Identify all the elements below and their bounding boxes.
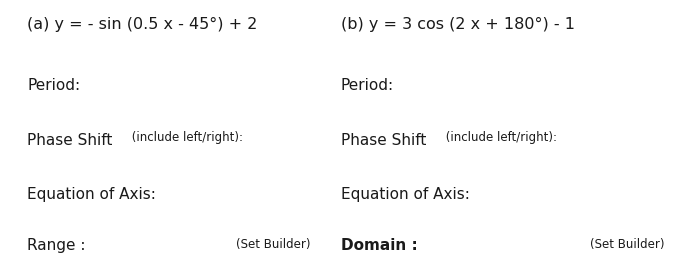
Text: (Set Builder): (Set Builder) (591, 238, 665, 251)
Text: (Set Builder): (Set Builder) (236, 238, 310, 251)
Text: Range :: Range : (27, 238, 86, 253)
Text: (include left/right):: (include left/right): (442, 131, 557, 144)
Text: Period:: Period: (341, 78, 394, 93)
Text: (include left/right):: (include left/right): (128, 131, 243, 144)
Text: Period:: Period: (27, 78, 80, 93)
Text: Phase Shift: Phase Shift (341, 133, 426, 148)
Text: Equation of Axis:: Equation of Axis: (341, 187, 470, 202)
Text: Domain :: Domain : (341, 238, 418, 253)
Text: (b) y = 3 cos (2 x + 180°) - 1: (b) y = 3 cos (2 x + 180°) - 1 (341, 17, 575, 32)
Text: (a) y = - sin (0.5 x - 45°) + 2: (a) y = - sin (0.5 x - 45°) + 2 (27, 17, 258, 32)
Text: Phase Shift: Phase Shift (27, 133, 113, 148)
Text: Equation of Axis:: Equation of Axis: (27, 187, 156, 202)
